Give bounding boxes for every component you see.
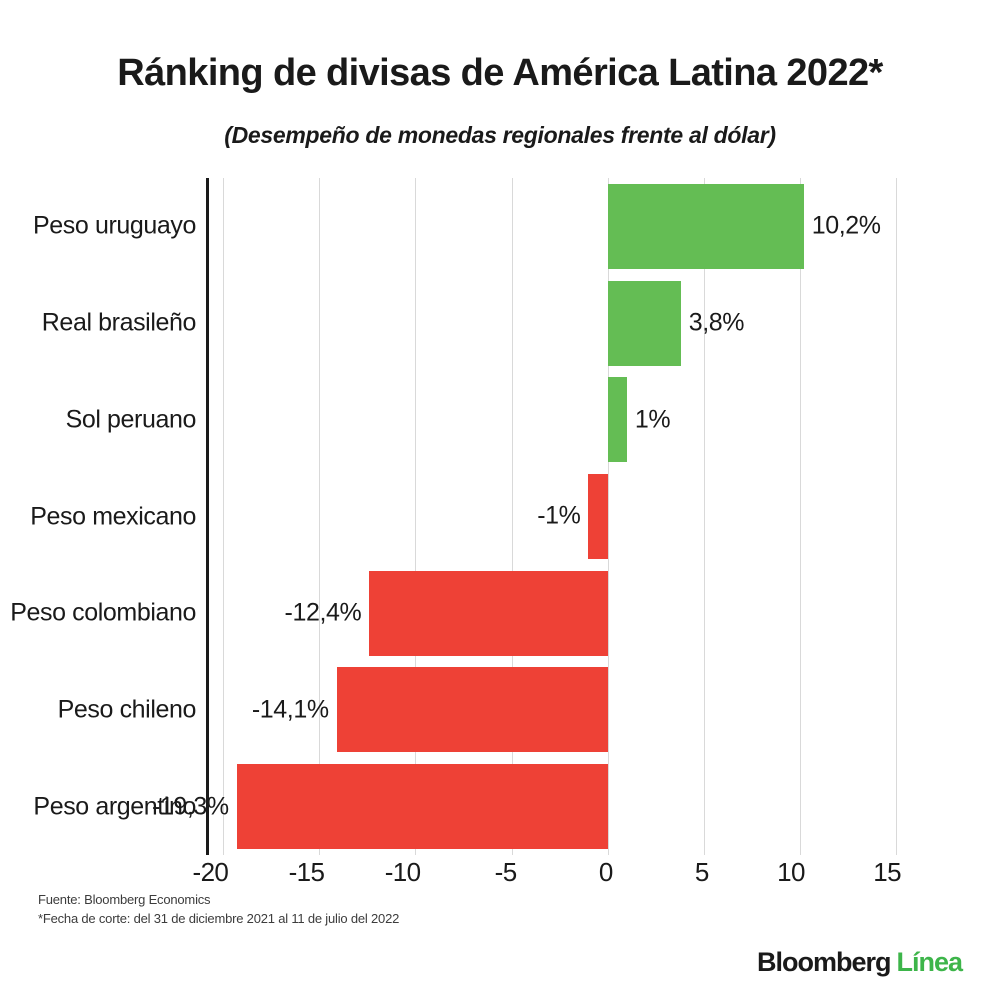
bar[interactable] (607, 183, 804, 269)
cutoff-date-note: *Fecha de corte: del 31 de diciembre 202… (38, 911, 400, 926)
bar-group: -14,1% (206, 667, 896, 753)
logo-linea-text: Línea (896, 947, 963, 977)
gridline-10 (799, 178, 801, 855)
category-label-5: Peso chileno (57, 695, 197, 724)
category-label-0: Peso uruguayo (33, 211, 196, 240)
gridline-5 (703, 178, 705, 855)
gridline-15 (896, 178, 897, 855)
bar[interactable] (236, 764, 608, 850)
bar[interactable] (607, 377, 627, 463)
y-axis-spine (206, 178, 209, 855)
gridline-neg10 (415, 178, 417, 855)
category-axis-labels: Peso uruguayo Real brasileño Sol peruano Pe… (0, 178, 196, 855)
bar-value-label: -19,3% (151, 792, 229, 821)
bar-group: -1% (206, 473, 896, 560)
bar-value-label: -12,4% (284, 598, 362, 627)
bar[interactable] (607, 280, 681, 366)
bar-group: -19,3% (152, 764, 896, 850)
page-title: Ránking de divisas de América Latina 202… (117, 52, 883, 94)
x-tick-label: -20 (192, 857, 229, 887)
gridline-neg20 (223, 178, 225, 855)
x-tick-label: 10 (777, 857, 805, 887)
x-tick-label: 5 (694, 857, 709, 887)
bar[interactable] (588, 473, 608, 560)
gridline-neg15 (319, 178, 321, 855)
bar-value-label: -1% (537, 501, 581, 530)
bar[interactable] (336, 667, 608, 753)
bar-group: 3,8% (206, 280, 896, 366)
gridline-neg5 (511, 178, 513, 855)
bar-value-label: 1% (634, 405, 671, 434)
bar[interactable] (369, 570, 608, 656)
bar-chart-plot-area: 10,2% 3,8% 1% -1% -12,4% -14,1% -19,3% (152, 178, 897, 855)
bar-value-label: -14,1% (251, 695, 329, 724)
gridline-0 (607, 178, 609, 855)
category-label-1: Real brasileño (41, 308, 197, 337)
bar-group: 10,2% (206, 183, 896, 269)
category-label-3: Peso mexicano (30, 502, 196, 530)
chart-subtitle: (Desempeño de monedas regionales frente … (224, 122, 776, 148)
category-label-4: Peso colombiano (10, 598, 196, 627)
bar-value-label: 10,2% (811, 211, 881, 240)
category-label-6: Peso argentino (33, 792, 196, 821)
x-tick-label: -10 (384, 857, 421, 887)
logo-bloomberg-text: Bloomberg (756, 947, 892, 977)
x-tick-label: 15 (873, 857, 901, 887)
source-note: Fuente: Bloomberg Economics (38, 892, 211, 907)
bar-value-label: 3,8% (688, 308, 745, 337)
x-tick-label: 0 (598, 857, 613, 887)
x-tick-label: -15 (288, 857, 325, 887)
bloomberg-linea-logo: Bloomberg Línea (756, 947, 963, 978)
bar-group: 1% (206, 377, 896, 463)
category-label-2: Sol peruano (65, 405, 197, 434)
x-axis-tick-labels: -20 -15 -10 -5 0 5 10 15 (193, 857, 906, 897)
x-tick-label: -5 (494, 857, 518, 887)
bar-group: -12,4% (206, 570, 896, 656)
